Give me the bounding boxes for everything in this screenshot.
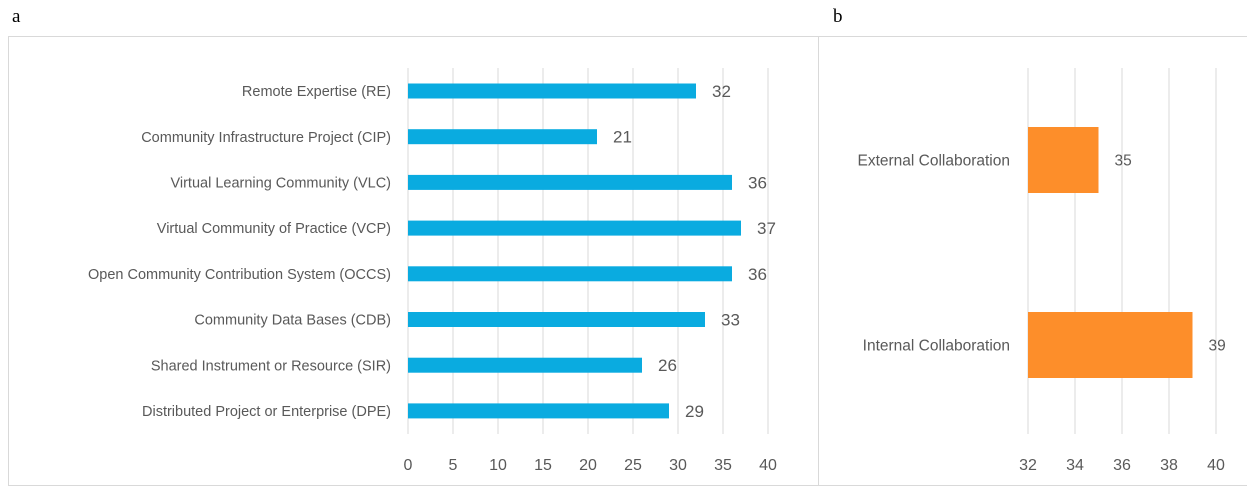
chart-b-frame	[818, 36, 1247, 486]
chart-a-category-label: Shared Instrument or Resource (SIR)	[151, 358, 391, 374]
chart-a-x-tick-label: 40	[759, 457, 777, 474]
chart-a-category-label: Virtual Learning Community (VLC)	[170, 175, 391, 191]
chart-a-category-label: Community Infrastructure Project (CIP)	[141, 130, 391, 146]
chart-a-bar	[408, 83, 696, 99]
chart-a-bar	[408, 403, 669, 419]
chart-a-category-label: Remote Expertise (RE)	[242, 84, 391, 100]
chart-a-category-label: Distributed Project or Enterprise (DPE)	[142, 404, 391, 420]
chart-b-bar	[1028, 127, 1099, 193]
chart-a-category-label: Open Community Contribution System (OCCS…	[88, 267, 391, 283]
chart-a-bar	[408, 220, 741, 236]
panel-label-b: b	[833, 6, 843, 27]
chart-a-x-tick-label: 15	[534, 457, 552, 474]
chart-a-bar	[408, 174, 732, 190]
chart-b-bar	[1028, 312, 1193, 378]
chart-a: 0 5 10 15 20 25 30 35 40 Remote Expertise (RE) 32 C…	[88, 68, 777, 474]
chart-b-x-tick-label: 38	[1160, 457, 1178, 474]
chart-a-category-label: Virtual Community of Practice (VCP)	[157, 221, 391, 237]
chart-a-data-label: 33	[721, 310, 740, 329]
chart-a-x-tick-label: 5	[449, 457, 458, 474]
chart-b-x-tick-label: 40	[1207, 457, 1225, 474]
chart-a-bar	[408, 129, 597, 145]
chart-a-x-tick-label: 10	[489, 457, 507, 474]
chart-b-x-tick-label: 36	[1113, 457, 1131, 474]
chart-a-x-tick-label: 25	[624, 457, 642, 474]
chart-a-bar	[408, 357, 642, 373]
chart-a-category-label: Community Data Bases (CDB)	[194, 313, 391, 329]
chart-a-data-label: 29	[685, 402, 704, 421]
chart-b-data-label: 39	[1209, 337, 1226, 354]
chart-a-bar	[408, 312, 705, 327]
chart-b-x-tick-label: 34	[1066, 457, 1084, 474]
chart-b-data-label: 35	[1115, 152, 1132, 169]
chart-b-category-label: External Collaboration	[857, 152, 1010, 169]
chart-a-data-label: 37	[757, 219, 776, 238]
chart-a-x-tick-label: 0	[404, 457, 413, 474]
chart-b-x-tick-label: 32	[1019, 457, 1037, 474]
chart-a-data-label: 26	[658, 356, 677, 375]
chart-b-category-label: Internal Collaboration	[863, 337, 1010, 354]
chart-a-x-tick-label: 35	[714, 457, 732, 474]
chart-a-data-label: 32	[712, 82, 731, 101]
panel-label-a: a	[12, 6, 21, 27]
chart-a-x-tick-label: 20	[579, 457, 597, 474]
chart-a-data-label: 36	[748, 173, 767, 192]
chart-b: 32 34 36 38 40 External Collaboration 35 Intern…	[857, 68, 1226, 474]
chart-a-data-label: 21	[613, 128, 632, 147]
chart-a-x-tick-label: 30	[669, 457, 687, 474]
chart-a-bar	[408, 266, 732, 282]
chart-a-data-label: 36	[748, 265, 767, 284]
